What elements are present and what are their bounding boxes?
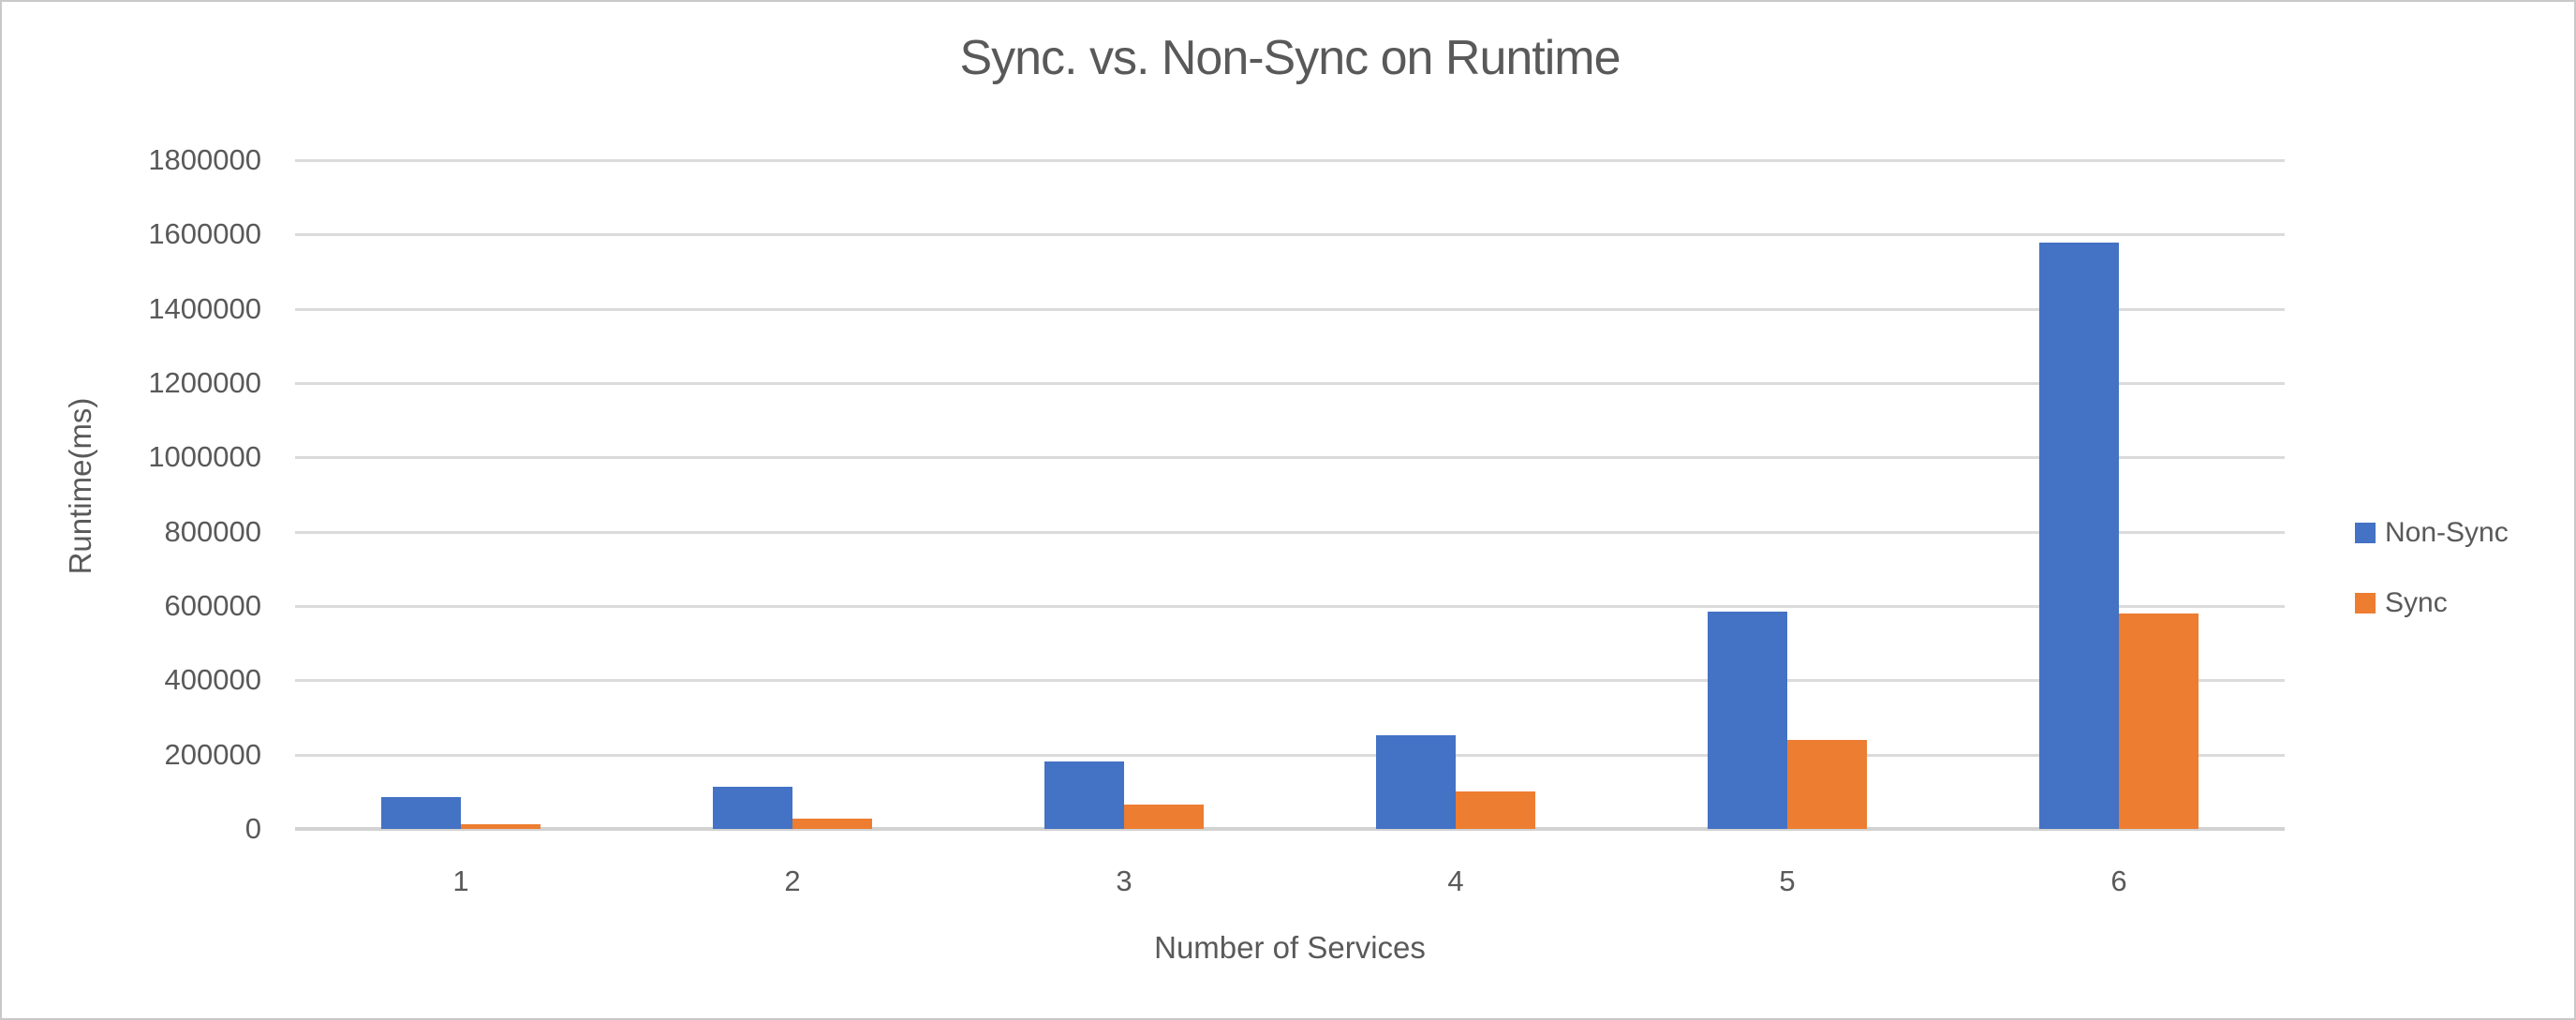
x-axis-tick-label: 6 <box>2110 865 2127 897</box>
gridline <box>295 382 2285 385</box>
gridline <box>295 605 2285 608</box>
bar-sync-1 <box>461 824 540 829</box>
y-axis-tick-label: 1800000 <box>148 143 261 176</box>
x-axis-tick-label: 3 <box>1116 865 1133 897</box>
chart-title: Sync. vs. Non-Sync on Runtime <box>959 31 1621 85</box>
gridline <box>295 753 2285 757</box>
y-axis-tick-label: 200000 <box>164 737 261 771</box>
x-axis-tick-label: 2 <box>784 865 801 897</box>
gridline <box>295 456 2285 460</box>
y-axis-tick-label: 1000000 <box>148 440 261 474</box>
y-axis-tick-label: 400000 <box>164 663 261 697</box>
x-axis-line <box>295 827 2285 831</box>
gridline <box>295 679 2285 683</box>
bar-sync-6 <box>2119 613 2198 829</box>
bar-nonsync-6 <box>2039 243 2119 829</box>
x-axis-tick-label: 1 <box>452 865 469 897</box>
y-axis-tick-label: 0 <box>244 812 261 845</box>
y-axis-tick-label: 1400000 <box>148 291 261 325</box>
legend-color-swatch <box>2355 523 2376 543</box>
legend-color-swatch <box>2355 593 2376 613</box>
y-axis-tick-label: 800000 <box>164 514 261 548</box>
y-axis-tick-label: 1600000 <box>148 217 261 251</box>
bar-sync-4 <box>1456 791 1535 829</box>
bar-nonsync-5 <box>1708 612 1787 829</box>
bar-nonsync-3 <box>1044 761 1124 829</box>
bar-nonsync-1 <box>381 797 461 829</box>
legend-item-sync: Sync <box>2355 587 2448 619</box>
bar-sync-5 <box>1787 740 1867 829</box>
gridline <box>295 307 2285 311</box>
gridline <box>295 159 2285 162</box>
x-axis-title: Number of Services <box>1154 930 1426 965</box>
legend-label: Non-Sync <box>2385 517 2509 548</box>
bar-nonsync-4 <box>1376 735 1456 829</box>
x-axis-tick-label: 4 <box>1447 865 1464 897</box>
gridline <box>295 530 2285 534</box>
bar-sync-3 <box>1124 805 1204 829</box>
x-axis-tick-label: 5 <box>1779 865 1796 897</box>
bar-nonsync-2 <box>713 787 792 829</box>
plot-area <box>295 159 2285 831</box>
gridline <box>295 233 2285 237</box>
y-axis-tick-label: 600000 <box>164 589 261 622</box>
legend-label: Sync <box>2385 587 2448 618</box>
y-axis-tick-label: 1200000 <box>148 366 261 399</box>
legend-item-nonsync: Non-Sync <box>2355 517 2509 549</box>
bar-sync-2 <box>792 819 872 829</box>
